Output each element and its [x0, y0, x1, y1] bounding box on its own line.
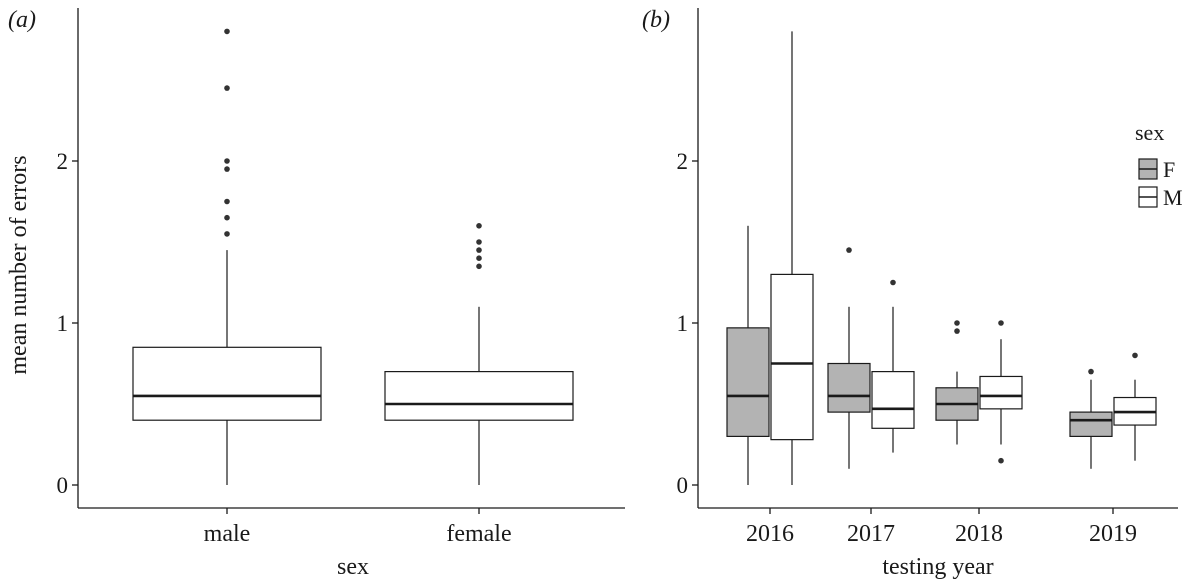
x-tick-label-b: 2017: [847, 521, 895, 547]
box-a-0: [132, 28, 322, 485]
box-b-0: [726, 225, 770, 485]
y-tick-label-b: 2: [677, 149, 689, 174]
box-b-1: [770, 31, 814, 485]
x-tick-label-b: 2018: [955, 521, 1003, 547]
y-tick-label-b: 0: [677, 473, 689, 498]
outlier-point: [890, 279, 896, 286]
box-b-6: [1069, 368, 1113, 469]
box-iqr: [827, 362, 871, 413]
outlier-point: [224, 158, 230, 164]
box-b-7: [1113, 352, 1157, 461]
outlier-point: [476, 223, 482, 229]
outlier-point: [224, 166, 230, 172]
outlier-point: [954, 320, 960, 326]
y-tick-label-a: 2: [57, 149, 69, 174]
box-iqr: [1069, 411, 1113, 438]
outlier-point: [224, 198, 230, 205]
outlier-point: [954, 328, 960, 334]
box-iqr: [726, 327, 770, 437]
box-b-5: [979, 320, 1023, 464]
legend-entry-M: M: [1138, 185, 1183, 210]
y-tick-label-a: 1: [57, 311, 69, 336]
box-b-3: [871, 279, 915, 453]
outlier-point: [476, 247, 482, 253]
outlier-point: [476, 255, 482, 261]
box-b-2: [827, 247, 871, 469]
box-iqr: [770, 273, 814, 441]
x-tick-label-a: female: [446, 521, 511, 547]
outlier-point: [476, 263, 482, 270]
box-iqr: [384, 371, 574, 421]
y-axis-title-a: mean number of errors: [6, 155, 32, 374]
panel-label-b: (b): [642, 7, 670, 33]
legend-label: F: [1163, 157, 1175, 182]
x-axis-title-b: testing year: [882, 554, 993, 580]
outlier-point: [224, 85, 230, 91]
outlier-point: [1132, 352, 1138, 359]
legend-entry-F: F: [1138, 157, 1175, 182]
y-tick-label-a: 0: [57, 473, 69, 498]
x-tick-label-b: 2019: [1089, 521, 1137, 547]
legend-label: M: [1163, 185, 1183, 210]
plot-a: 0 1 2 male female: [57, 8, 625, 547]
outlier-point: [476, 239, 482, 245]
legend: sex FM: [1135, 120, 1183, 210]
outlier-point: [224, 231, 230, 237]
box-iqr: [132, 346, 322, 421]
outlier-point: [998, 320, 1004, 326]
outlier-point: [224, 28, 230, 35]
x-tick-label-a: male: [204, 521, 251, 547]
box-b-4: [935, 320, 979, 445]
x-axis-title-a: sex: [337, 554, 369, 580]
y-tick-label-b: 1: [677, 311, 689, 336]
outlier-point: [846, 247, 852, 253]
outlier-point: [998, 457, 1004, 464]
x-tick-label-b: 2016: [746, 521, 794, 547]
box-iqr: [979, 375, 1023, 410]
outlier-point: [1088, 368, 1094, 375]
legend-title: sex: [1135, 120, 1164, 145]
plot-b: 0 1 2 2016 2017 2018 2019: [677, 8, 1178, 547]
box-a-1: [384, 223, 574, 485]
panel-label-a: (a): [8, 7, 36, 33]
outlier-point: [224, 214, 230, 221]
box-iqr: [871, 371, 915, 429]
